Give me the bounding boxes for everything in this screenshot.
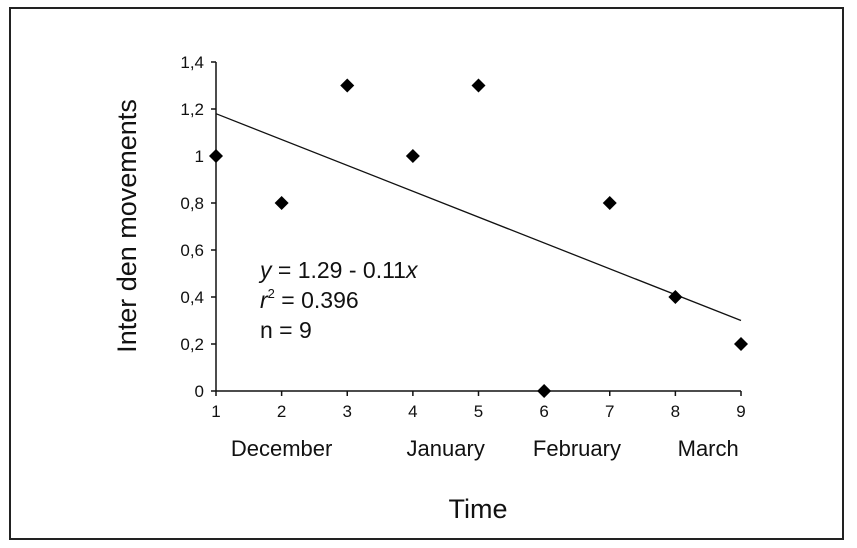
x-tick-label: 7 xyxy=(605,402,614,421)
y-tick-label: 1 xyxy=(195,147,204,166)
data-point xyxy=(274,196,289,210)
x-tick-label: 8 xyxy=(671,402,680,421)
data-point xyxy=(734,337,748,351)
regression-equation: y = 1.29 - 0.11x xyxy=(258,257,419,283)
data-point xyxy=(471,78,486,93)
y-tick-label: 0,4 xyxy=(180,288,204,307)
month-label: March xyxy=(678,436,739,461)
x-tick-label: 4 xyxy=(408,402,417,421)
ticks: 0 0,2 0,4 0,6 0,8 1 1,2 1,4 1 2 3 4 5 6 7 8 9 December Jan… xyxy=(180,53,745,461)
y-tick-label: 0,6 xyxy=(180,241,204,260)
data-point xyxy=(537,384,552,398)
sample-size: n = 9 xyxy=(260,317,312,343)
equation-var: x xyxy=(405,257,419,283)
r-squared: r2 = 0.396 xyxy=(260,286,359,313)
y-tick-label: 0,2 xyxy=(180,335,204,354)
x-axis-title: Time xyxy=(449,494,508,524)
data-point xyxy=(340,78,355,93)
y-tick-label: 1,4 xyxy=(180,53,204,72)
y-tick-label: 0 xyxy=(195,382,204,401)
points xyxy=(209,78,748,398)
data-point xyxy=(668,290,683,304)
x-tick-label: 5 xyxy=(474,402,483,421)
regression-line xyxy=(215,113,742,322)
r2-value: = 0.396 xyxy=(275,287,359,313)
data-point xyxy=(209,149,223,163)
y-axis-title: Inter den movements xyxy=(112,99,142,353)
r2-symbol: r xyxy=(260,287,269,313)
trend-group xyxy=(215,113,742,322)
equation-lhs: y xyxy=(258,257,273,283)
r2-exponent: 2 xyxy=(268,286,275,301)
data-point xyxy=(602,196,617,210)
x-tick-label: 6 xyxy=(539,402,548,421)
y-tick-label: 0,8 xyxy=(180,194,204,213)
month-label: February xyxy=(533,436,621,461)
x-tick-label: 2 xyxy=(277,402,286,421)
x-tick-label: 3 xyxy=(343,402,352,421)
x-tick-label: 9 xyxy=(736,402,745,421)
data-point xyxy=(405,149,420,163)
x-tick-label: 1 xyxy=(211,402,220,421)
equation-rhs: = 1.29 - 0.11 xyxy=(272,257,406,283)
month-label: January xyxy=(407,436,485,461)
chart-frame xyxy=(9,7,844,540)
y-tick-label: 1,2 xyxy=(180,100,204,119)
month-label: December xyxy=(231,436,332,461)
